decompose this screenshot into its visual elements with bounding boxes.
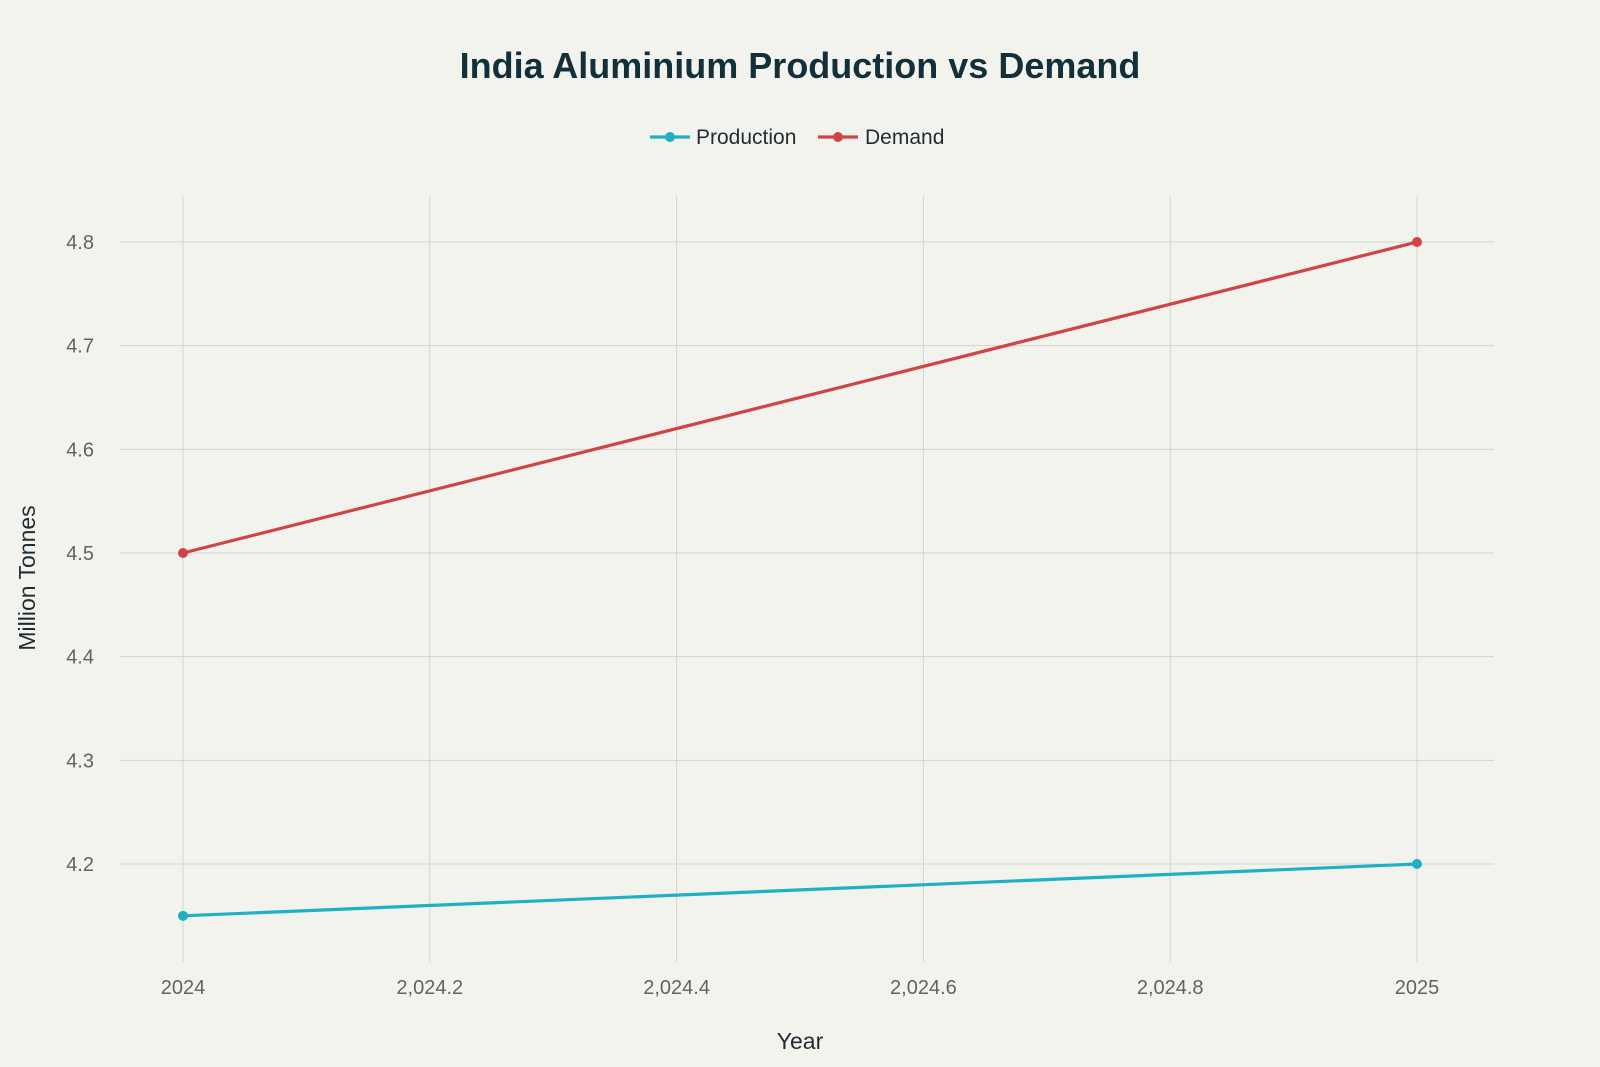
grid [120, 196, 1494, 962]
legend-item-demand[interactable]: Demand [818, 126, 944, 149]
legend-label: Production [696, 126, 796, 149]
legend-swatch-marker [833, 132, 843, 142]
legend-swatch-marker [665, 132, 675, 142]
x-tick-label: 2024 [161, 977, 206, 999]
demand-line[interactable] [181, 240, 1419, 555]
x-tick-label: 2,024.6 [890, 977, 957, 999]
y-tick-label: 4.4 [66, 647, 94, 669]
series-markers [178, 237, 1422, 921]
legend-label: Demand [865, 126, 944, 149]
production-line[interactable] [181, 862, 1419, 918]
chart-title: India Aluminium Production vs Demand [460, 45, 1141, 86]
y-tick-label: 4.6 [66, 439, 94, 461]
x-tick-label: 2025 [1395, 977, 1440, 999]
demand-point[interactable] [178, 548, 188, 558]
legend[interactable]: Production Demand [650, 126, 944, 149]
y-tick-label: 4.8 [66, 232, 94, 254]
x-tick-label: 2,024.4 [643, 977, 710, 999]
series-lines [181, 240, 1419, 918]
demand-point[interactable] [1412, 237, 1422, 247]
x-tick-label: 2,024.2 [396, 977, 463, 999]
production-point[interactable] [178, 910, 188, 921]
production-point[interactable] [1412, 859, 1422, 869]
x-tick-label: 2,024.8 [1137, 977, 1204, 999]
y-axis-title: Million Tonnes [14, 505, 40, 650]
y-tick-label: 4.5 [66, 543, 94, 565]
tick-labels: 2024 2,024.2 2,024.4 2,024.6 2,024.8 2025 4.2 4… [66, 232, 1439, 999]
x-axis-title: Year [777, 1028, 824, 1054]
y-tick-label: 4.7 [66, 336, 94, 358]
y-tick-label: 4.3 [66, 750, 94, 772]
legend-item-production[interactable]: Production [650, 126, 796, 149]
y-tick-label: 4.2 [66, 854, 94, 876]
